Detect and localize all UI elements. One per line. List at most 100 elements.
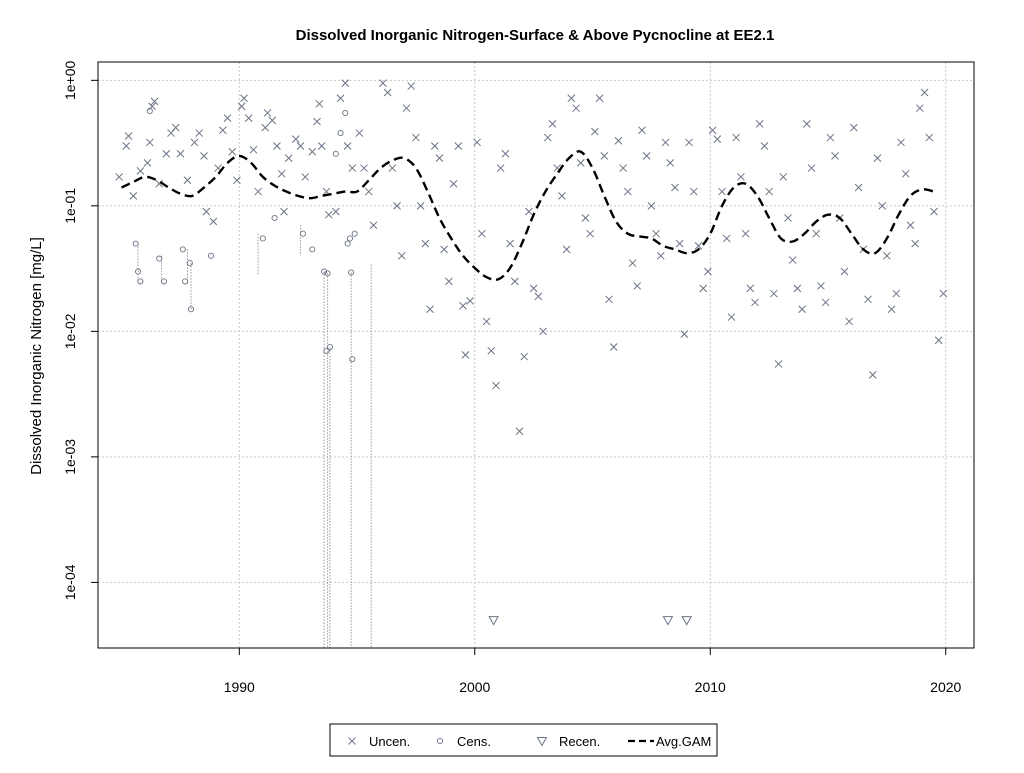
uncensored-point [237,102,246,111]
uncensored-point [732,133,741,142]
x-stroke-b [939,289,948,298]
uncensored-point [308,147,317,156]
x-stroke-b [317,142,326,150]
recensored-point [662,616,674,626]
x-stroke-b [930,207,938,216]
uncensored-point [473,138,481,147]
uncensored-point [807,164,816,172]
uncensored-point [115,173,124,181]
x-stroke-b [167,129,175,137]
uncensored-point [854,183,863,192]
censored-point [156,255,163,262]
uncensored-point [689,187,698,196]
uncensored-point [129,192,138,200]
x-stroke-b [122,142,131,150]
x-stroke-b [732,133,741,142]
uncensored-point [576,159,585,167]
x-stroke-b [826,133,835,142]
uncensored-point [249,145,258,154]
x-stroke-b [581,214,590,222]
grid-lines [98,62,974,648]
x-stroke-b [473,138,481,147]
x-stroke-b [369,221,378,230]
legend: Uncen. Cens. Recen. Avg.GAM [329,723,718,757]
uncensored-point [840,267,849,276]
recensored-point [681,616,693,626]
x-stroke-b [176,149,185,158]
uncensored-point [656,251,665,260]
censored-point [134,268,142,275]
censored-range-lines [137,225,372,648]
x-stroke-b [348,737,356,745]
uncensored-point [746,284,755,293]
uncensored-point [364,187,373,196]
uncensored-point [718,187,726,196]
x-stroke-b [600,152,609,160]
uncensored-point [755,120,764,128]
uncensored-point [713,135,722,143]
censored-point [187,306,195,313]
x-stroke-b [614,136,623,145]
x-stroke-b [364,187,373,196]
uncensored-point [122,142,131,150]
x-stroke-b [784,214,792,222]
x-stroke-b [802,120,811,128]
x-stroke-b [727,313,736,321]
x-stroke-b [348,164,357,172]
x-stroke-b [713,135,722,143]
x-stroke-b [906,221,915,230]
y-tick-label: 1e+00 [62,60,78,100]
x-stroke-b [301,173,310,181]
x-tick-label: 2010 [695,679,726,695]
censored-point [132,240,139,247]
uncensored-point [263,109,272,117]
uncensored-point [402,104,411,113]
x-stroke-b [426,305,434,314]
x-stroke-b [576,159,585,167]
legend-label: Recen. [559,734,600,749]
uncensored-point [461,350,470,359]
x-stroke-b [529,284,538,293]
x-stroke-b [661,138,670,147]
x-stroke-b [383,88,392,97]
x-stroke-b [548,120,557,128]
uncensored-point [273,142,281,150]
x-stroke-b [466,297,474,305]
uncensored-point [233,176,241,185]
x-stroke-b [397,251,406,260]
uncensored-point [383,88,392,97]
x-stroke-b [322,187,331,196]
x-stroke-b [228,147,237,156]
uncensored-point [254,187,262,196]
uncensored-point [850,123,858,132]
uncensored-point [240,94,248,103]
x-stroke-b [430,142,439,150]
x-tick-label: 1990 [224,679,255,695]
uncensored-point [741,229,750,238]
x-stroke-b [774,360,783,368]
uncensored-point [883,251,891,260]
x-stroke-b [722,234,731,243]
uncensored-point [388,164,397,172]
x-stroke-b [595,94,604,103]
x-stroke-b [280,207,288,216]
uncensored-point [487,346,496,355]
uncensored-point [244,114,253,122]
x-stroke-b [129,192,138,200]
uncensored-point [496,164,505,172]
uncensored-point [680,330,689,339]
uncensored-point [218,126,227,135]
uncensored-point [897,138,905,147]
uncensored-point [155,179,164,188]
uncensored-point [331,207,340,216]
x-stroke-b [562,245,571,254]
y-tick-label: 1e-02 [62,313,78,349]
x-stroke-b [308,147,317,156]
x-stroke-b [675,239,684,248]
x-stroke-b [233,176,241,185]
uncensored-point [430,142,439,150]
x-stroke-b [195,129,204,137]
uncensored-point [348,164,357,172]
uncensored-point [167,129,175,137]
x-stroke-b [642,152,651,160]
